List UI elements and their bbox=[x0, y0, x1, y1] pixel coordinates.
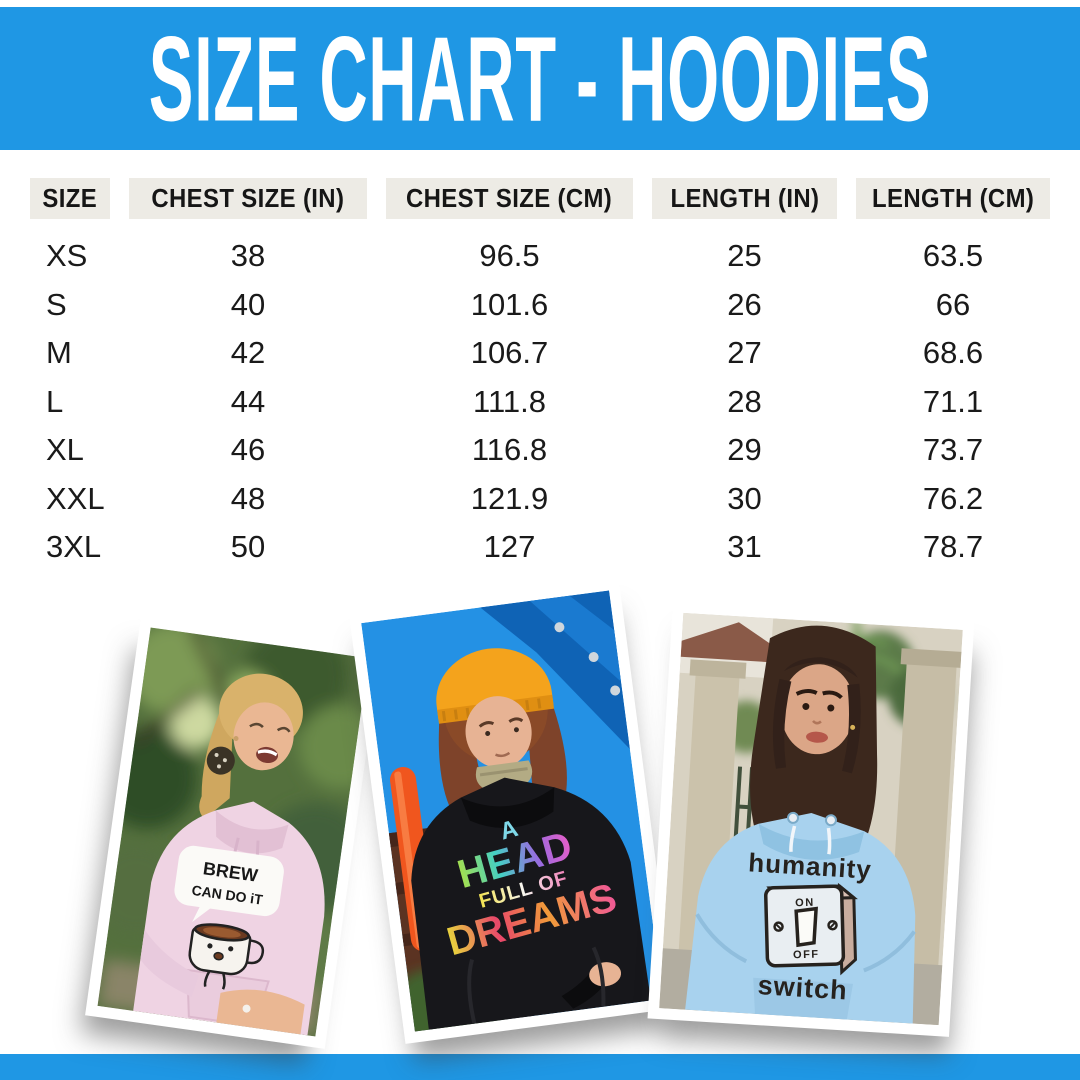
column-header-label: LENGTH (IN) bbox=[670, 183, 819, 213]
column-header-chest-in: CHEST SIZE (IN) bbox=[129, 178, 367, 219]
column-header-label: CHEST SIZE (IN) bbox=[151, 183, 345, 213]
table-row: M 42 106.7 27 68.6 bbox=[30, 329, 1050, 378]
value-cell: 96.5 bbox=[479, 238, 540, 274]
value-cell: 71.1 bbox=[922, 383, 984, 419]
black-hoodie bbox=[411, 777, 651, 1030]
table-row: XXL 48 121.9 30 76.2 bbox=[30, 475, 1050, 524]
value-cell: 121.9 bbox=[470, 480, 549, 516]
switch-off-label: OFF bbox=[793, 949, 820, 962]
woman-figure bbox=[750, 625, 878, 860]
speech-bubble: BREW CAN DO iT bbox=[174, 845, 284, 923]
table-row: XL 46 116.8 29 73.7 bbox=[30, 426, 1050, 475]
photo-blue-scene: humanity ON OFF switch bbox=[659, 612, 963, 1026]
value-cell: 101.6 bbox=[470, 286, 549, 322]
value-cell: 116.8 bbox=[471, 432, 548, 468]
value-cell: 106.7 bbox=[470, 335, 549, 371]
table-row: 3XL 50 127 31 78.7 bbox=[30, 523, 1050, 572]
photo-pink-hoodie: BREW CAN DO iT bbox=[85, 615, 381, 1049]
page-title: SIZE CHART - HOODIES bbox=[148, 10, 932, 146]
header-banner: SIZE CHART - HOODIES bbox=[0, 7, 1080, 150]
table-row: L 44 111.8 28 71.1 bbox=[30, 378, 1050, 427]
column-header-label: LENGTH (CM) bbox=[871, 183, 1035, 213]
value-cell: 63.5 bbox=[922, 238, 984, 274]
switch-design: humanity ON OFF switch bbox=[748, 847, 873, 1005]
value-cell: 26 bbox=[727, 286, 762, 322]
design-text-switch: switch bbox=[757, 970, 849, 1005]
table-row: XS 38 96.5 25 63.5 bbox=[30, 232, 1050, 281]
value-cell: 73.7 bbox=[922, 432, 984, 468]
column-header-length-in: LENGTH (IN) bbox=[652, 178, 837, 219]
value-cell: 68.6 bbox=[922, 335, 984, 371]
table-header-row: SIZE CHEST SIZE (IN) CHEST SIZE (CM) LEN… bbox=[30, 178, 1050, 219]
value-cell: 46 bbox=[230, 432, 266, 468]
design-text-humanity: humanity bbox=[748, 847, 873, 884]
size-cell: L bbox=[46, 383, 64, 419]
value-cell: 66 bbox=[935, 286, 971, 322]
photo-pink-scene: BREW CAN DO iT bbox=[97, 627, 369, 1037]
table-body: XS 38 96.5 25 63.5 S 40 101.6 26 66 M 42 106.7 27 68.6… bbox=[30, 232, 1050, 572]
size-table: SIZE CHEST SIZE (IN) CHEST SIZE (CM) LEN… bbox=[30, 178, 1050, 572]
value-cell: 48 bbox=[230, 480, 266, 516]
value-cell: 76.2 bbox=[922, 480, 984, 516]
value-cell: 40 bbox=[230, 286, 266, 322]
value-cell: 27 bbox=[727, 335, 762, 371]
column-header-label: SIZE bbox=[42, 183, 98, 213]
value-cell: 30 bbox=[727, 480, 762, 516]
column-header-length-cm: LENGTH (CM) bbox=[856, 178, 1050, 219]
table-row: S 40 101.6 26 66 bbox=[30, 281, 1050, 330]
design-word-a: A bbox=[497, 815, 521, 846]
value-cell: 78.7 bbox=[922, 529, 984, 565]
column-header-label: CHEST SIZE (CM) bbox=[406, 183, 613, 213]
size-cell: XL bbox=[46, 432, 84, 468]
value-cell: 44 bbox=[230, 383, 266, 419]
value-cell: 28 bbox=[727, 383, 762, 419]
value-cell: 29 bbox=[727, 432, 762, 468]
size-cell: XS bbox=[46, 238, 88, 274]
size-cell: M bbox=[46, 335, 72, 371]
value-cell: 31 bbox=[727, 529, 762, 565]
size-cell: 3XL bbox=[46, 529, 102, 565]
coffee-mug-graphic bbox=[188, 923, 265, 990]
value-cell: 111.8 bbox=[473, 383, 546, 419]
column-header-size: SIZE bbox=[30, 178, 110, 219]
hoodie-photos: BREW CAN DO iT bbox=[0, 578, 1080, 1054]
value-cell: 42 bbox=[230, 335, 266, 371]
photo-black-hoodie: A HEAD FULL OF DREAMS bbox=[348, 578, 676, 1044]
switch-on-label: ON bbox=[795, 897, 815, 910]
bottom-accent-strip bbox=[0, 1054, 1080, 1080]
woman-figure bbox=[199, 673, 303, 819]
value-cell: 25 bbox=[727, 238, 762, 274]
value-cell: 50 bbox=[230, 529, 266, 565]
photo-black-scene: A HEAD FULL OF DREAMS bbox=[361, 590, 663, 1032]
photo-blue-hoodie: humanity ON OFF switch bbox=[647, 601, 975, 1037]
column-header-chest-cm: CHEST SIZE (CM) bbox=[386, 178, 633, 219]
size-cell: XXL bbox=[46, 480, 105, 516]
value-cell: 38 bbox=[230, 238, 266, 274]
size-cell: S bbox=[46, 286, 67, 322]
value-cell: 127 bbox=[483, 529, 536, 565]
